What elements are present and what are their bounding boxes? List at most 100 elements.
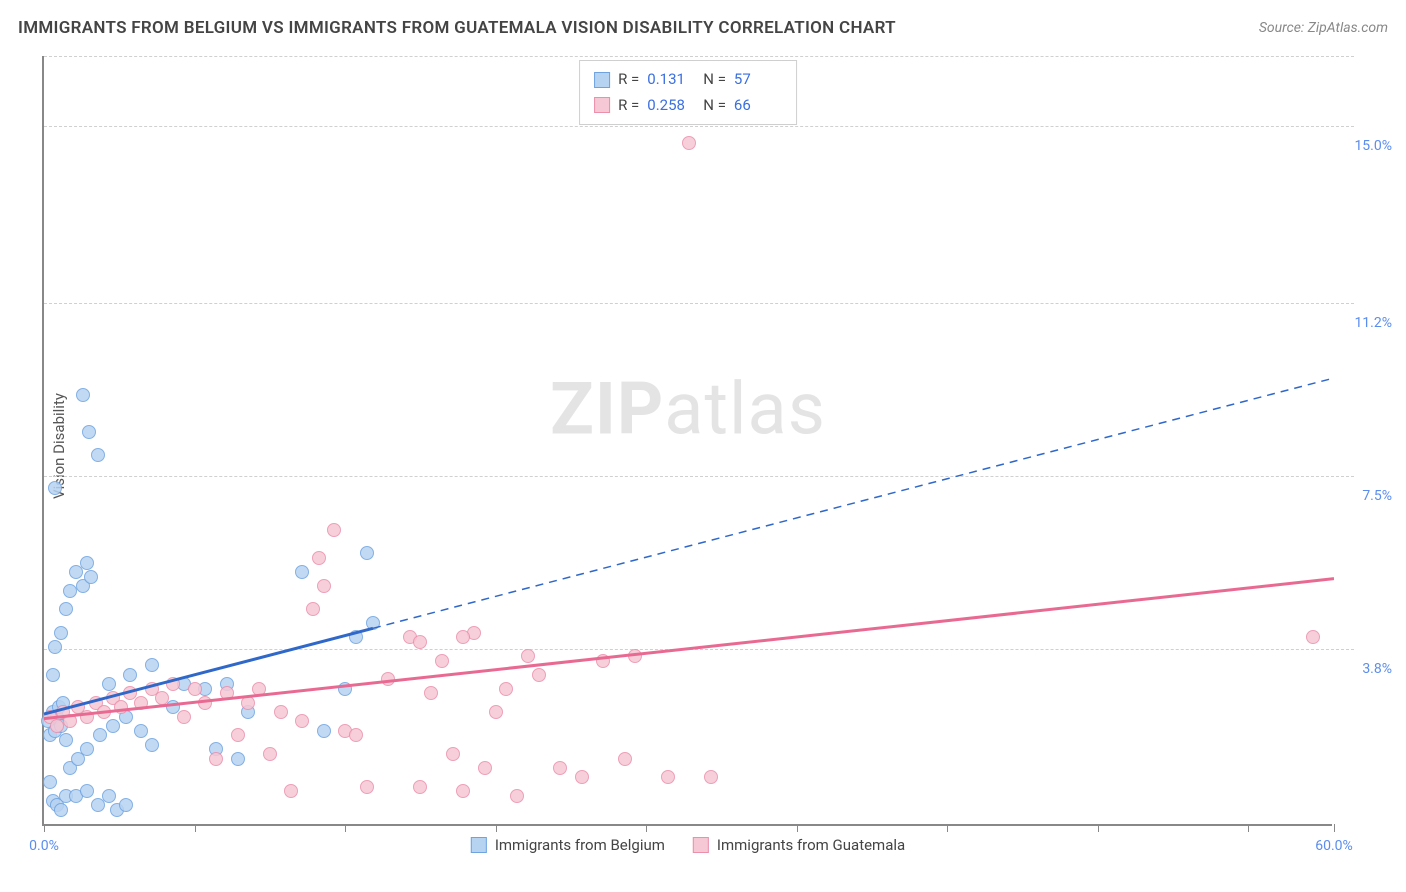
scatter-point-belgium xyxy=(59,602,73,616)
plot-area: ZIPatlas R = 0.131 N = 57 R = 0.258 N = … xyxy=(42,56,1332,826)
scatter-point-belgium xyxy=(76,388,90,402)
scatter-point-guatemala xyxy=(97,705,111,719)
x-tick xyxy=(947,824,948,832)
scatter-point-guatemala xyxy=(231,728,245,742)
scatter-point-guatemala xyxy=(456,630,470,644)
scatter-point-guatemala xyxy=(381,672,395,686)
x-tick xyxy=(345,824,346,832)
swatch-belgium xyxy=(594,72,610,88)
bottom-legend: Immigrants from Belgium Immigrants from … xyxy=(471,836,905,854)
scatter-point-belgium xyxy=(102,789,116,803)
y-tick-label: 7.5% xyxy=(1362,488,1392,504)
scatter-point-guatemala xyxy=(413,780,427,794)
scatter-point-belgium xyxy=(93,728,107,742)
scatter-point-belgium xyxy=(80,742,94,756)
scatter-point-belgium xyxy=(145,738,159,752)
y-tick-label: 11.2% xyxy=(1354,315,1392,331)
scatter-point-belgium xyxy=(338,682,352,696)
scatter-point-belgium xyxy=(360,546,374,560)
scatter-point-guatemala xyxy=(575,770,589,784)
scatter-point-guatemala xyxy=(198,696,212,710)
stats-row-guatemala: R = 0.258 N = 66 xyxy=(594,93,782,119)
swatch-belgium xyxy=(471,837,487,853)
x-tick xyxy=(496,824,497,832)
scatter-point-guatemala xyxy=(317,579,331,593)
x-tick xyxy=(1334,824,1335,832)
scatter-point-guatemala xyxy=(188,682,202,696)
scatter-point-belgium xyxy=(82,425,96,439)
scatter-point-guatemala xyxy=(521,649,535,663)
n-value-belgium: 57 xyxy=(734,67,782,93)
n-label: N = xyxy=(703,67,726,93)
n-label: N = xyxy=(703,93,726,119)
scatter-point-guatemala xyxy=(456,784,470,798)
scatter-point-belgium xyxy=(123,668,137,682)
stats-box: R = 0.131 N = 57 R = 0.258 N = 66 xyxy=(579,60,797,125)
r-label: R = xyxy=(618,67,639,93)
n-value-guatemala: 66 xyxy=(734,93,782,119)
gridline-h xyxy=(44,56,1354,57)
trend-lines xyxy=(44,56,1334,826)
gridline-h xyxy=(44,303,1354,304)
swatch-guatemala xyxy=(693,837,709,853)
scatter-point-guatemala xyxy=(306,602,320,616)
scatter-point-belgium xyxy=(48,481,62,495)
r-value-guatemala: 0.258 xyxy=(647,93,695,119)
scatter-point-guatemala xyxy=(50,719,64,733)
r-label: R = xyxy=(618,93,639,119)
scatter-point-guatemala xyxy=(263,747,277,761)
scatter-point-guatemala xyxy=(661,770,675,784)
scatter-point-guatemala xyxy=(704,770,718,784)
scatter-point-guatemala xyxy=(424,686,438,700)
scatter-point-belgium xyxy=(102,677,116,691)
scatter-point-guatemala xyxy=(134,696,148,710)
x-tick xyxy=(195,824,196,832)
scatter-point-guatemala xyxy=(166,677,180,691)
scatter-point-guatemala xyxy=(349,728,363,742)
scatter-point-guatemala xyxy=(478,761,492,775)
source-label: Source: ZipAtlas.com xyxy=(1259,20,1388,36)
scatter-point-belgium xyxy=(80,556,94,570)
scatter-point-guatemala xyxy=(155,691,169,705)
stats-row-belgium: R = 0.131 N = 57 xyxy=(594,67,782,93)
scatter-point-guatemala xyxy=(446,747,460,761)
scatter-point-guatemala xyxy=(284,784,298,798)
scatter-point-guatemala xyxy=(220,686,234,700)
x-tick xyxy=(1098,824,1099,832)
scatter-point-guatemala xyxy=(114,700,128,714)
scatter-point-guatemala xyxy=(682,136,696,150)
scatter-point-belgium xyxy=(119,798,133,812)
scatter-point-guatemala xyxy=(80,710,94,724)
scatter-point-belgium xyxy=(43,775,57,789)
gridline-h xyxy=(44,649,1354,650)
scatter-point-belgium xyxy=(46,668,60,682)
x-tick xyxy=(646,824,647,832)
watermark-rest: atlas xyxy=(664,367,826,452)
scatter-point-guatemala xyxy=(628,649,642,663)
x-tick xyxy=(797,824,798,832)
scatter-point-belgium xyxy=(134,724,148,738)
scatter-point-guatemala xyxy=(360,780,374,794)
scatter-point-belgium xyxy=(91,448,105,462)
scatter-point-guatemala xyxy=(435,654,449,668)
y-tick-label: 15.0% xyxy=(1354,138,1392,154)
scatter-point-guatemala xyxy=(327,523,341,537)
scatter-point-guatemala xyxy=(312,551,326,565)
x-tick xyxy=(1248,824,1249,832)
scatter-point-guatemala xyxy=(413,635,427,649)
scatter-point-guatemala xyxy=(596,654,610,668)
scatter-point-guatemala xyxy=(295,714,309,728)
scatter-point-guatemala xyxy=(532,668,546,682)
watermark-bold: ZIP xyxy=(550,367,664,452)
scatter-point-belgium xyxy=(349,630,363,644)
scatter-point-belgium xyxy=(54,626,68,640)
scatter-point-guatemala xyxy=(209,752,223,766)
scatter-point-guatemala xyxy=(63,714,77,728)
scatter-point-guatemala xyxy=(510,789,524,803)
x-tick-label-max: 60.0% xyxy=(1315,838,1353,854)
legend-item-guatemala: Immigrants from Guatemala xyxy=(693,836,905,854)
scatter-point-belgium xyxy=(63,584,77,598)
watermark: ZIPatlas xyxy=(550,367,826,452)
scatter-point-guatemala xyxy=(274,705,288,719)
scatter-point-guatemala xyxy=(499,682,513,696)
